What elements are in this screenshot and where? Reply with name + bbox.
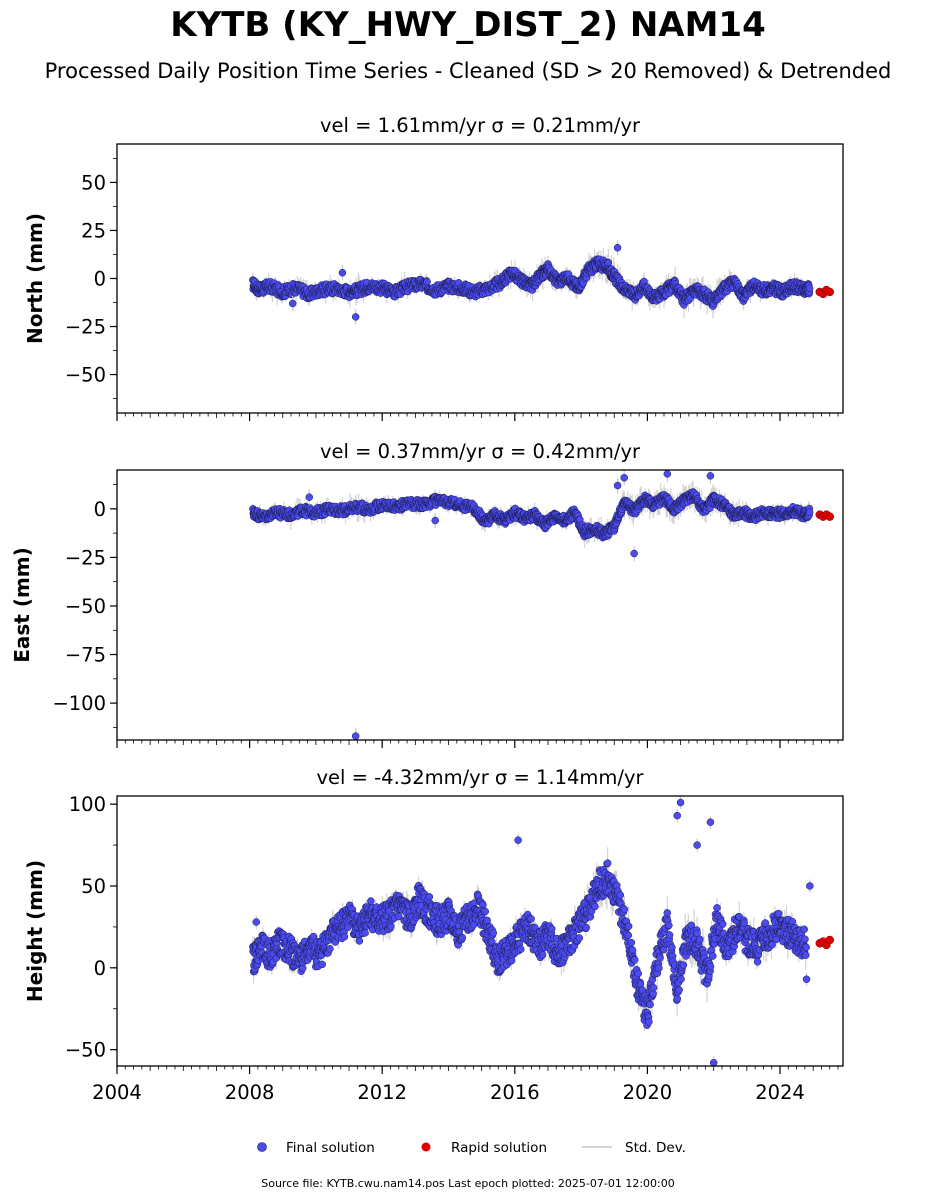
final-point <box>344 923 352 932</box>
y-tick-label: 0 <box>94 268 106 291</box>
final-point <box>351 313 360 321</box>
y-tick-label: −25 <box>65 316 106 339</box>
final-point <box>423 277 431 286</box>
y-tick-label: 50 <box>81 171 106 194</box>
y-tick-label: −25 <box>65 546 106 569</box>
final-point <box>309 932 318 941</box>
final-point <box>630 549 638 558</box>
final-point <box>805 508 814 517</box>
figure-subtitle: Processed Daily Position Time Series - C… <box>45 59 892 83</box>
east-panel: vel = 0.37mm/yr σ = 0.42mm/yr East (mm) −1… <box>10 440 844 748</box>
final-point <box>613 481 622 490</box>
final-point <box>805 284 814 293</box>
final-point <box>663 470 672 478</box>
plot-frame <box>116 469 844 741</box>
y-axis-label: East (mm) <box>10 547 34 663</box>
final-point <box>361 929 369 937</box>
panel-title: vel = -4.32mm/yr σ = 1.14mm/yr <box>316 766 644 789</box>
final-point <box>431 516 439 525</box>
y-tick-label: −50 <box>65 595 106 618</box>
final-points <box>249 255 814 310</box>
y-tick-label: −100 <box>52 692 106 715</box>
y-axis-label: Height (mm) <box>23 860 47 1002</box>
final-point <box>386 922 395 931</box>
final-point <box>288 299 297 308</box>
y-tick-label: −75 <box>65 644 106 667</box>
north-panel: vel = 1.61mm/yr σ = 0.21mm/yr North (mm)−… <box>23 114 844 421</box>
final-point <box>481 907 489 916</box>
figure-title: KYTB (KY_HWY_DIST_2) NAM14 <box>170 5 766 45</box>
rapid-point <box>825 512 834 521</box>
final-point <box>305 493 314 501</box>
y-axis-label: North (mm) <box>23 213 47 344</box>
y-tick-label: 25 <box>81 219 106 242</box>
panel-title: vel = 1.61mm/yr σ = 0.21mm/yr <box>320 114 641 137</box>
final-point <box>458 934 467 942</box>
final-point <box>620 474 628 482</box>
final-point <box>351 732 360 740</box>
y-tick-label: −50 <box>65 364 106 387</box>
final-points <box>249 488 814 542</box>
panel-title: vel = 0.37mm/yr σ = 0.42mm/yr <box>320 440 641 463</box>
final-point <box>706 472 715 480</box>
plot-area <box>249 796 834 1066</box>
y-tick-label: 0 <box>94 498 106 521</box>
plot-area <box>249 470 834 740</box>
final-point <box>479 900 487 909</box>
final-point <box>367 897 375 905</box>
final-point <box>340 933 349 941</box>
final-point <box>355 937 364 945</box>
rapid-point <box>825 287 834 297</box>
final-points <box>249 859 810 1029</box>
final-point <box>318 960 327 969</box>
final-point <box>326 945 334 953</box>
height-panel: vel = -4.32mm/yr σ = 1.14mm/yr Height (mm… <box>23 766 844 1104</box>
final-point <box>338 268 347 277</box>
final-point <box>613 244 622 252</box>
plot-area <box>249 240 834 325</box>
